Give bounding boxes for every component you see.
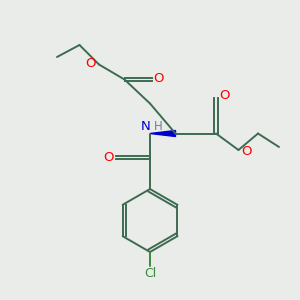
Text: O: O bbox=[242, 145, 252, 158]
Text: H: H bbox=[154, 120, 163, 134]
Polygon shape bbox=[150, 130, 176, 136]
Text: O: O bbox=[86, 56, 96, 70]
Text: O: O bbox=[104, 151, 114, 164]
Text: N: N bbox=[141, 119, 151, 133]
Text: O: O bbox=[220, 89, 230, 102]
Text: O: O bbox=[154, 72, 164, 86]
Text: Cl: Cl bbox=[144, 267, 156, 280]
